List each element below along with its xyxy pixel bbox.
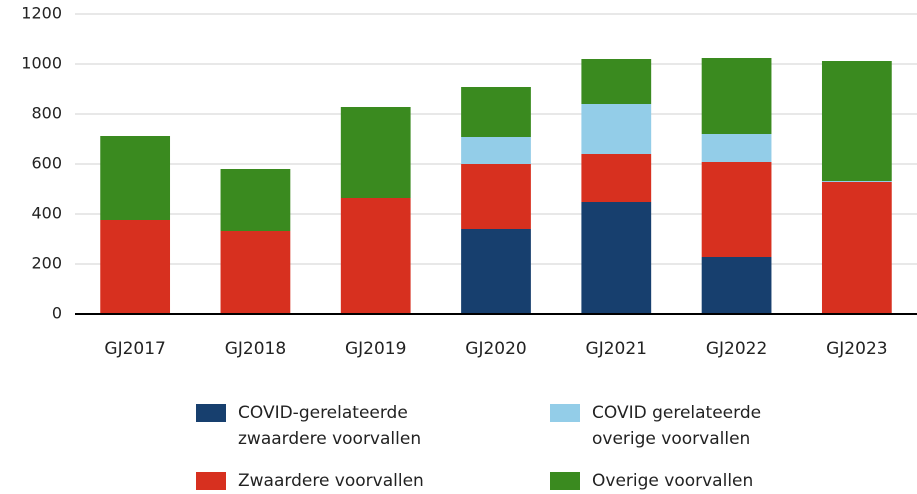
legend-swatch [196, 404, 226, 422]
y-tick-label: 1200 [21, 4, 62, 23]
bar-segment [701, 134, 772, 162]
x-tick-label: GJ2023 [826, 339, 887, 359]
legend-label: COVID-gerelateerde zwaardere voorvallen [238, 403, 422, 449]
bar-segment [461, 229, 531, 314]
legend-label: Zwaardere voorvallen [238, 471, 424, 491]
legend-item: Overige voorvallen [550, 468, 822, 494]
y-tick-label: 800 [31, 104, 62, 123]
legend-label: Overige voorvallen [592, 471, 754, 491]
y-tick-label: 200 [31, 254, 62, 273]
bar-segment [220, 231, 291, 314]
bar-segment [701, 162, 772, 257]
legend-item: COVID-gerelateerde zwaardere voorvallen [196, 400, 468, 452]
bar-segment [340, 198, 411, 314]
bar-segment [461, 164, 531, 229]
legend-label: COVID gerelateerde overige voorvallen [592, 403, 762, 449]
x-tick-label: GJ2020 [465, 339, 526, 359]
y-tick-label: 600 [31, 154, 62, 173]
x-tick-label: GJ2019 [345, 339, 406, 359]
x-tick-label: GJ2017 [104, 339, 165, 359]
bar-segment [581, 154, 652, 202]
bar-segment [821, 61, 892, 181]
bar-segment [461, 87, 531, 137]
bar-segment [581, 202, 652, 314]
legend-swatch [550, 472, 580, 490]
y-tick-label: 1000 [21, 54, 62, 73]
bar-segment [220, 169, 291, 231]
bar-segment [581, 59, 652, 104]
chart: 0 200 400 600 800 1000 1200 GJ2017 GJ2018 GJ2019 G… [21, 4, 917, 359]
legend-swatch [196, 472, 226, 490]
x-tick-label: GJ2022 [706, 339, 767, 359]
bar-segment [701, 257, 772, 314]
bar-segment [581, 104, 652, 154]
bar-segment [821, 181, 892, 182]
x-tick-label: GJ2021 [586, 339, 647, 359]
y-tick-label: 0 [52, 304, 62, 323]
bar-segment [100, 136, 171, 220]
legend-item: COVID gerelateerde overige voorvallen [550, 400, 822, 452]
legend-item: Zwaardere voorvallen [196, 468, 468, 494]
x-tick-label: GJ2018 [225, 339, 286, 359]
y-tick-label: 400 [31, 204, 62, 223]
bar-segment [821, 182, 892, 314]
bar-segment [340, 107, 411, 198]
bar-segment [701, 58, 772, 134]
bar-segment [461, 137, 531, 164]
bar-segment [100, 220, 171, 314]
legend-swatch [550, 404, 580, 422]
